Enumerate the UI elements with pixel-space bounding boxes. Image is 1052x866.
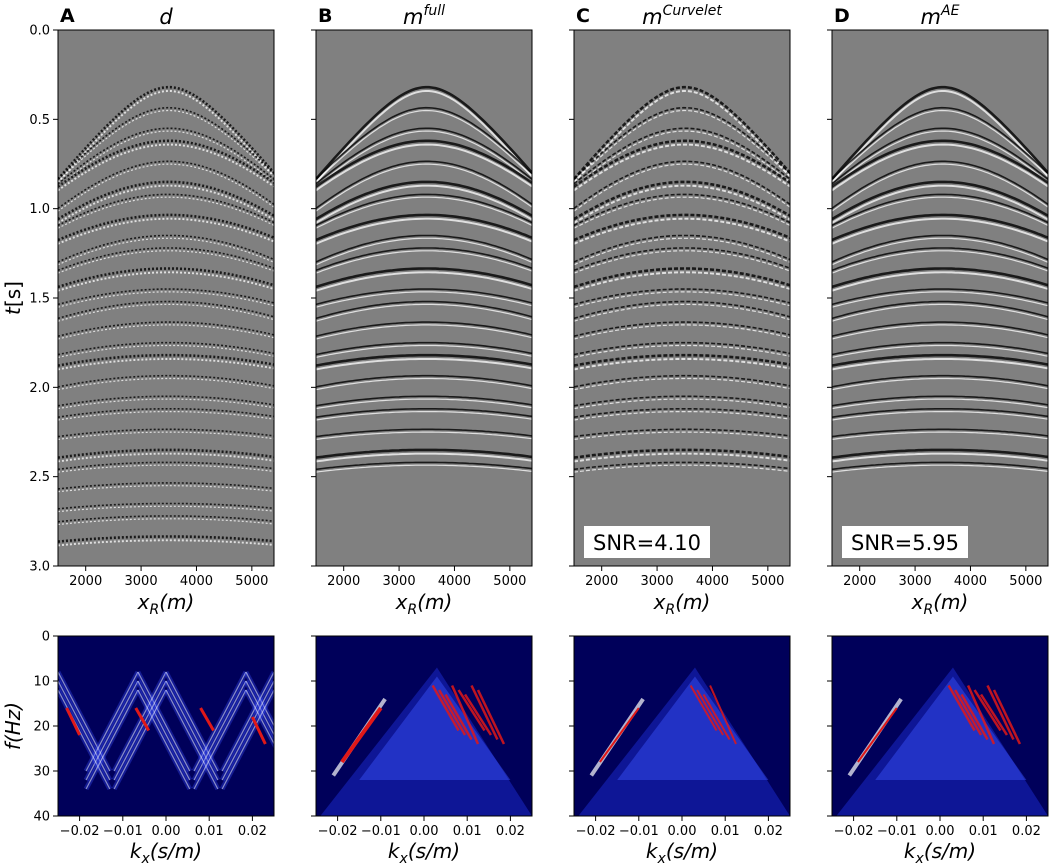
y-tick-label: 1.5 [29,292,50,307]
x-tick-label: −0.02 [576,824,616,839]
spectrum-panel-1: −0.02 −0.01 0.00 0.01 0.02 0 10 20 30 40 kx(s/m) [33,630,275,866]
x-tick-label: 0.01 [969,824,998,839]
x-tick-label: 3000 [641,574,674,589]
x-tick-label: 0.00 [410,824,439,839]
panel-label: A [60,5,75,27]
spectrum-panel-2: −0.02 −0.01 0.00 0.01 0.02 kx(s/m) [311,635,533,866]
x-tick-label: −0.01 [877,824,917,839]
snr-box [584,526,710,558]
x-tick-label: 0.00 [668,824,697,839]
x-tick-label: 0.02 [1012,824,1041,839]
x-tick-label: 0.01 [711,824,740,839]
x-tick-label: −0.01 [619,824,659,839]
x-tick-label: −0.02 [60,824,100,839]
x-tick-label: −0.02 [834,824,874,839]
x-axis-label: kx(s/m) [388,839,460,866]
seismic-panel-c: 2000 3000 4000 5000 C mCurvelet xR(m) SNR=4.10 [569,3,791,618]
y-tick-label: 2.0 [29,381,50,396]
y-axis-label-time: t[s] [1,281,25,315]
y-tick-label: 0.0 [29,24,50,39]
x-tick-label: 2000 [327,574,360,589]
title-superscript: full [423,3,445,19]
x-tick-label: 4000 [696,574,729,589]
x-tick-label: 0.01 [453,824,482,839]
x-tick-label: 3000 [125,574,158,589]
x-axis-label: kx(s/m) [646,839,718,866]
seismic-panel-a: 2000 3000 4000 5000 0.0 0.5 1.0 1.5 2.0 2.5 3.0 A d x… [29,5,275,618]
x-tick-label: 4000 [438,574,471,589]
y-tick-label: 0 [42,630,50,645]
x-tick-label: 5000 [1009,574,1042,589]
x-tick-label: 4000 [954,574,987,589]
x-tick-label: −0.01 [361,824,401,839]
seismic-panel-b: 2000 3000 4000 5000 B mfull xR(m) [311,3,533,618]
x-tick-label: 2000 [843,574,876,589]
x-tick-label: 0.01 [195,824,224,839]
y-tick-label: 3.0 [29,560,50,575]
y-tick-label: 40 [33,810,50,825]
x-tick-label: −0.01 [103,824,143,839]
panel-label: C [576,5,590,27]
y-tick-label: 30 [33,765,50,780]
snr-box [842,526,968,558]
y-tick-label: 0.5 [29,113,50,128]
snr-annotation: SNR=4.10 [593,531,701,555]
panel-title: mfull [403,3,445,29]
y-tick-label: 2.5 [29,470,50,485]
spectrum-panel-3: −0.02 −0.01 0.00 0.01 0.02 kx(s/m) [569,635,791,866]
y-tick-label: 10 [33,675,50,690]
x-tick-label: 0.02 [238,824,267,839]
x-tick-label: 3000 [383,574,416,589]
x-tick-label: 5000 [751,574,784,589]
title-main: m [403,5,423,29]
x-tick-label: 0.00 [926,824,955,839]
title-main: m [921,5,941,29]
x-axis-label: xR(m) [911,590,969,618]
panel-title: mCurvelet [642,3,722,29]
x-axis-label: kx(s/m) [904,839,976,866]
x-tick-label: 0.02 [754,824,783,839]
x-tick-label: 0.02 [496,824,525,839]
x-tick-label: 4000 [180,574,213,589]
x-tick-label: 2000 [69,574,102,589]
snr-annotation: SNR=5.95 [851,531,959,555]
y-tick-label: 20 [33,720,50,735]
title-main: m [642,5,662,29]
x-tick-label: 0.00 [152,824,181,839]
panel-title: d [159,5,173,29]
panel-label: D [834,5,850,27]
x-axis-label: xR(m) [395,590,453,618]
y-tick-label: 1.0 [29,202,50,217]
x-axis-label: xR(m) [653,590,711,618]
x-axis-label: kx(s/m) [130,839,202,866]
x-tick-label: 3000 [899,574,932,589]
spectrum-panel-4: −0.02 −0.01 0.00 0.01 0.02 kx(s/m) [827,635,1049,866]
y-axis-label-frequency: f(Hz) [1,702,25,750]
panel-label: B [318,5,332,27]
seismic-panel-d: 2000 3000 4000 5000 D mAE xR(m) SNR=5.95 [827,3,1049,618]
x-tick-label: −0.02 [318,824,358,839]
x-tick-label: 5000 [493,574,526,589]
title-main: d [159,5,173,29]
title-superscript: Curvelet [663,3,723,19]
x-tick-label: 5000 [235,574,268,589]
title-superscript: AE [940,3,960,19]
panel-title: mAE [921,3,960,29]
x-axis-label: xR(m) [137,590,195,618]
x-tick-label: 2000 [585,574,618,589]
